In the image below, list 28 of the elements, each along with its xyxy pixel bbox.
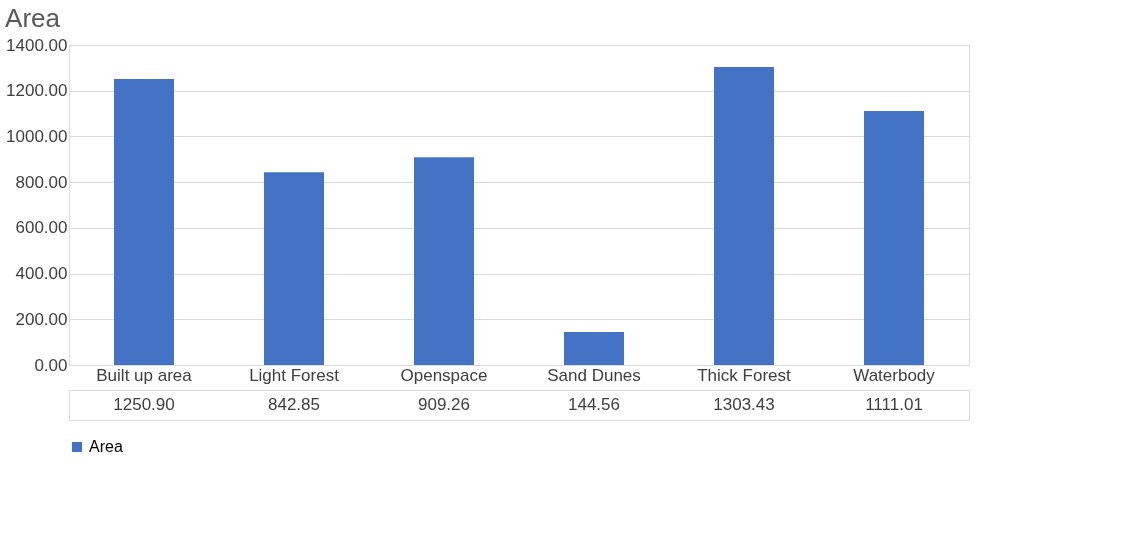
x-tick-label: Light Forest (249, 365, 340, 385)
data-label: 842.85 (268, 395, 320, 414)
data-label: 144.56 (568, 395, 620, 414)
y-tick-label: 200.00 (15, 309, 68, 329)
bar (264, 172, 324, 365)
bar (114, 79, 174, 365)
x-tick-label: Built up area (96, 365, 193, 385)
x-tick-label: Sand Dunes (547, 365, 641, 385)
x-tick-label: Thick Forest (697, 365, 792, 385)
y-tick-label: 400.00 (15, 264, 68, 284)
data-label: 1111.01 (865, 395, 923, 414)
bar (714, 67, 774, 365)
legend-label: Area (89, 438, 123, 455)
bar (564, 331, 624, 365)
y-tick-label: 1000.00 (6, 126, 68, 146)
x-tick-label: Openspace (400, 365, 488, 385)
y-tick-label: 600.00 (15, 218, 68, 238)
y-tick-label: 0.00 (34, 355, 68, 375)
y-tick-label: 1400.00 (6, 35, 68, 55)
data-label: 909.26 (418, 395, 470, 414)
bar (414, 157, 474, 365)
data-label: 1303.43 (713, 395, 775, 414)
y-tick-label: 1200.00 (6, 81, 68, 101)
bar (864, 111, 924, 365)
y-tick-label: 800.00 (15, 172, 68, 192)
data-label: 1250.90 (113, 395, 175, 414)
chart-title: Area (5, 2, 61, 33)
x-tick-label: Waterbody (853, 365, 936, 385)
